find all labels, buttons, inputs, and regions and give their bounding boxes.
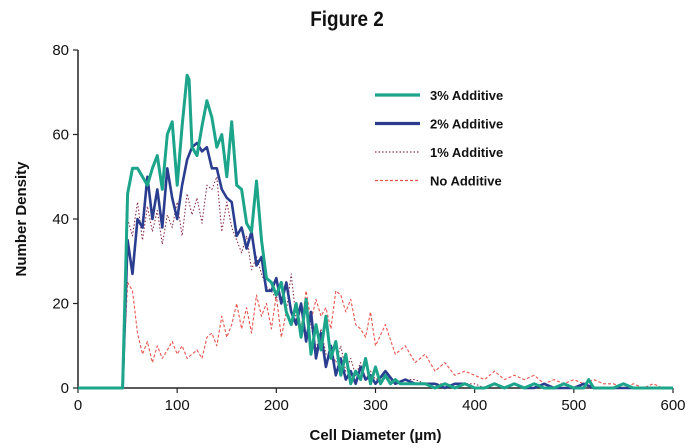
y-tick-label: 80 xyxy=(52,42,69,59)
y-ticks: 0 20 40 60 80 xyxy=(52,42,78,397)
legend-label: 2% Additive xyxy=(430,117,503,132)
series-line-no-additive xyxy=(78,281,673,389)
y-axis-title: Number Density xyxy=(13,161,30,277)
x-tick-label: 200 xyxy=(264,397,289,414)
x-ticks: 0 100 200 300 400 500 600 xyxy=(74,388,686,414)
x-tick-label: 600 xyxy=(660,397,685,414)
x-axis-title: Cell Diameter (µm) xyxy=(309,427,441,444)
series-layer xyxy=(78,73,673,390)
x-tick-label: 0 xyxy=(74,397,82,414)
y-tick-label: 0 xyxy=(61,380,69,397)
x-tick-label: 300 xyxy=(363,397,388,414)
x-tick-label: 100 xyxy=(165,397,190,414)
legend: 3% Additive 2% Additive 1% Additive No Addi… xyxy=(375,88,503,189)
y-tick-label: 60 xyxy=(52,127,69,144)
chart-title: Figure 2 xyxy=(310,8,384,31)
x-tick-label: 500 xyxy=(561,397,586,414)
y-tick-label: 40 xyxy=(52,211,69,228)
y-tick-label: 20 xyxy=(52,296,69,313)
legend-label: No Additive xyxy=(430,174,502,189)
legend-label: 3% Additive xyxy=(430,88,503,103)
series-line-1-additive xyxy=(78,176,673,389)
legend-label: 1% Additive xyxy=(430,145,503,160)
series-line-3-additive xyxy=(78,73,673,390)
x-tick-label: 400 xyxy=(462,397,487,414)
series-line-2-additive xyxy=(78,141,673,390)
